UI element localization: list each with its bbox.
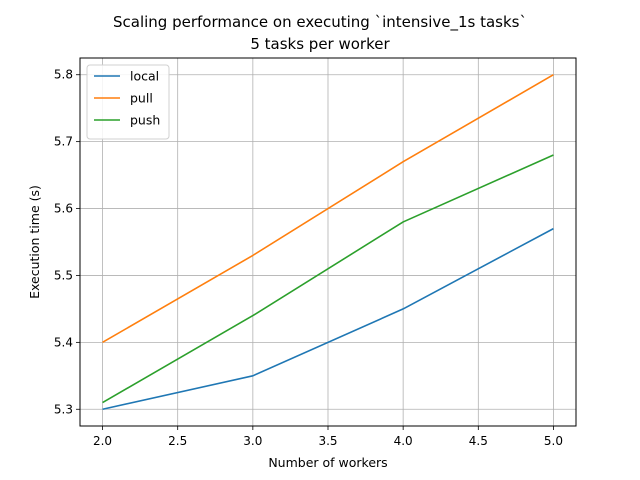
chart-subtitle: 5 tasks per worker xyxy=(250,35,390,53)
series-line-local xyxy=(102,227,554,411)
series-line-pull xyxy=(102,74,554,344)
x-tick-label: 2.0 xyxy=(93,434,112,448)
x-tick-label: 3.0 xyxy=(243,434,262,448)
legend-label-push: push xyxy=(130,113,160,128)
y-tick-label: 5.5 xyxy=(54,268,73,282)
chart-title: Scaling performance on executing `intens… xyxy=(113,13,527,32)
x-tick-label: 2.5 xyxy=(168,434,187,448)
plot-area-frame xyxy=(79,57,577,427)
x-tick-label: 3.5 xyxy=(318,434,337,448)
y-tick-label: 5.3 xyxy=(54,402,73,416)
series-line-push xyxy=(102,154,554,404)
x-tick-label: 4.0 xyxy=(394,434,413,448)
x-tick-label: 4.5 xyxy=(469,434,488,448)
y-tick-label: 5.4 xyxy=(54,335,73,349)
y-tick-label: 5.7 xyxy=(54,135,73,149)
series-lines xyxy=(102,74,554,411)
legend-label-local: local xyxy=(130,69,159,84)
x-axis-label: Number of workers xyxy=(268,455,387,470)
axis-ticks: 2.0 2.5 3.0 3.5 4.0 4.5 5.0 5.3 5.4 5.5 5.6 5.7 5.8 xyxy=(54,68,563,448)
legend-label-pull: pull xyxy=(130,91,153,106)
y-tick-label: 5.6 xyxy=(54,202,73,216)
legend: local pull push xyxy=(86,64,170,140)
y-axis-label: Execution time (s) xyxy=(27,185,42,299)
x-tick-label: 5.0 xyxy=(544,434,563,448)
y-tick-label: 5.8 xyxy=(54,68,73,82)
